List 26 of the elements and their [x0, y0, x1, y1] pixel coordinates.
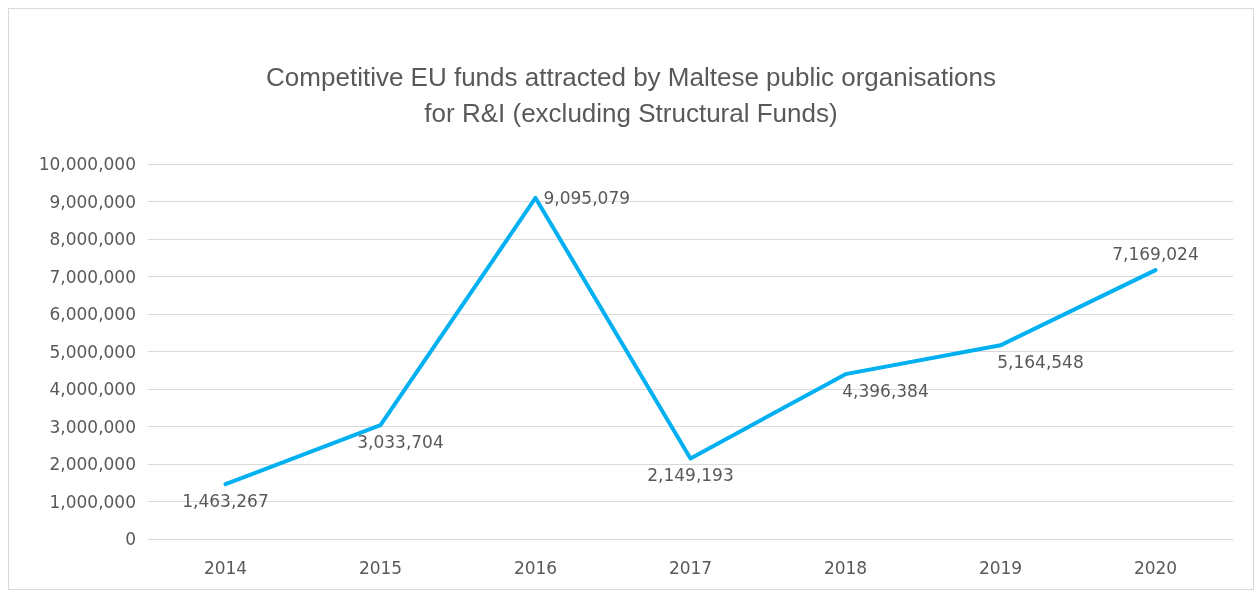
y-tick-label: 1,000,000: [49, 491, 136, 512]
data-label: 5,164,548: [997, 351, 1084, 372]
x-tick-label: 2016: [513, 557, 558, 578]
data-label: 9,095,079: [543, 187, 631, 208]
chart-title: Competitive EU funds attracted by Maltese public organisations for R&I (excluding Structural Funds): [266, 62, 996, 128]
y-tick-label: 6,000,000: [49, 304, 136, 324]
data-label: 4,396,384: [842, 380, 929, 401]
data-label: 3,033,704: [357, 431, 444, 452]
data-label: 2,149,193: [647, 464, 734, 485]
y-tick-label: 10,000,000: [38, 154, 136, 174]
x-tick-label: 2014: [203, 557, 248, 578]
x-tick-label: 2017: [668, 557, 713, 578]
x-tick-label: 2020: [1133, 557, 1178, 578]
y-tick-label: 0: [125, 529, 136, 549]
x-tick-label: 2019: [978, 557, 1023, 578]
x-tick-label: 2018: [823, 557, 868, 578]
data-label: 1,463,267: [182, 490, 269, 511]
y-tick-label: 3,000,000: [49, 416, 136, 437]
x-tick-label: 2015: [358, 557, 403, 578]
y-tick-label: 7,000,000: [49, 266, 136, 287]
y-tick-label: 4,000,000: [49, 379, 136, 399]
y-tick-label: 2,000,000: [49, 454, 136, 474]
y-tick-label: 8,000,000: [49, 229, 136, 249]
y-tick-label: 9,000,000: [49, 191, 136, 212]
data-label: 7,169,024: [1112, 243, 1199, 264]
y-tick-label: 5,000,000: [49, 341, 136, 362]
